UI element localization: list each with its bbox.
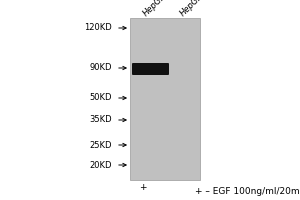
Text: 20KD: 20KD: [89, 160, 112, 170]
Text: 25KD: 25KD: [89, 140, 112, 150]
Text: 35KD: 35KD: [89, 116, 112, 124]
Text: HepG2: HepG2: [178, 0, 205, 18]
FancyBboxPatch shape: [132, 63, 169, 75]
Text: 90KD: 90KD: [89, 64, 112, 72]
Text: 120KD: 120KD: [84, 23, 112, 32]
Bar: [130, 18, 200, 180]
Text: 50KD: 50KD: [89, 94, 112, 102]
Text: +: +: [139, 184, 147, 192]
Text: HepG2: HepG2: [142, 0, 168, 18]
Text: + – EGF 100ng/ml/20min: + – EGF 100ng/ml/20min: [195, 188, 300, 196]
